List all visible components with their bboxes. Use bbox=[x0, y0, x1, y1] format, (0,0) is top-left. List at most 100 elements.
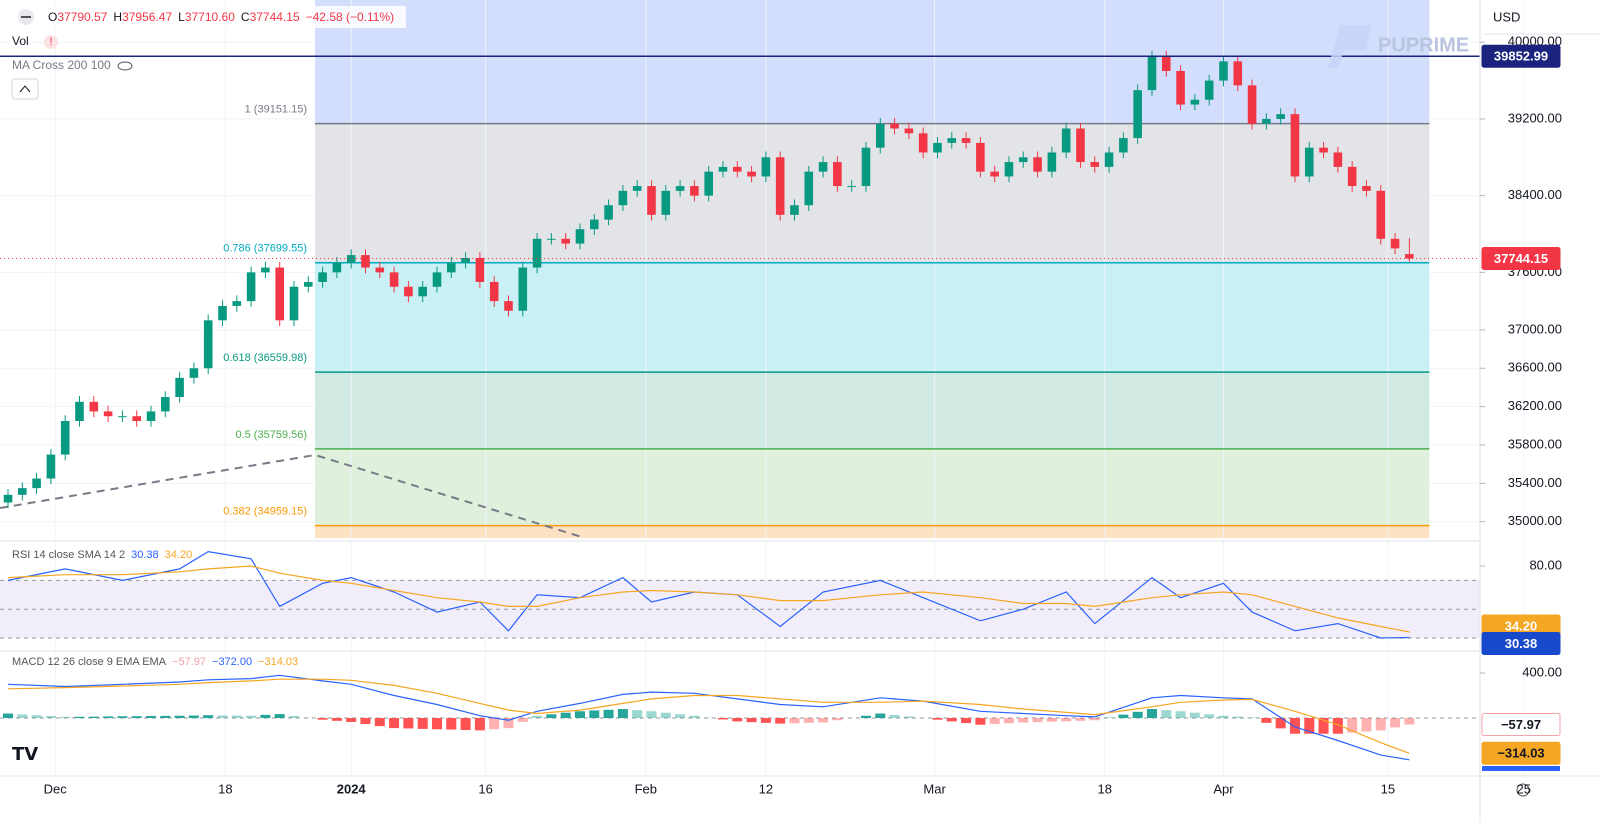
candle-body bbox=[75, 401, 84, 422]
histogram-bar bbox=[646, 711, 657, 718]
histogram-bar bbox=[246, 715, 257, 718]
histogram-bar bbox=[1189, 712, 1200, 718]
y-tick-label: 35800.00 bbox=[1508, 436, 1562, 451]
candle-body bbox=[1147, 56, 1157, 91]
legend-value: 30.38 bbox=[131, 549, 159, 561]
trend-line bbox=[0, 453, 586, 539]
brand-logo bbox=[1328, 25, 1372, 68]
histogram-bar bbox=[1118, 714, 1129, 718]
histogram-bar bbox=[517, 717, 528, 722]
y-tick-label: 35400.00 bbox=[1508, 475, 1562, 490]
legend-value: −372.00 bbox=[212, 656, 252, 668]
tv-logo[interactable]: 𝗧𝗩 bbox=[12, 744, 38, 764]
histogram-bar bbox=[1247, 717, 1258, 718]
x-tick-label: 15 bbox=[1381, 781, 1395, 796]
histogram-bar bbox=[775, 717, 786, 724]
candle-body bbox=[32, 478, 41, 489]
settings-icon[interactable] bbox=[1516, 783, 1530, 797]
histogram-bar bbox=[45, 715, 56, 718]
indicator-line bbox=[7, 674, 1410, 761]
histogram-bar bbox=[617, 709, 628, 718]
histogram-bar bbox=[431, 717, 442, 730]
histogram-bar bbox=[317, 717, 328, 720]
histogram-bar bbox=[1061, 717, 1072, 722]
candle-body bbox=[475, 257, 485, 282]
histogram-bar bbox=[1032, 717, 1043, 723]
candle-body bbox=[60, 421, 70, 455]
histogram-bar bbox=[546, 714, 557, 718]
histogram-bar bbox=[103, 716, 114, 718]
candle-body bbox=[1047, 152, 1057, 172]
histogram-bar bbox=[989, 717, 1000, 724]
histogram-bar bbox=[417, 717, 428, 729]
indicator-line bbox=[7, 565, 1410, 633]
histogram-bar bbox=[203, 715, 214, 718]
y-tick-label: 38400.00 bbox=[1508, 187, 1562, 202]
fib-zone bbox=[315, 123, 1430, 263]
histogram-bar bbox=[1075, 717, 1086, 721]
histogram-bar bbox=[1161, 710, 1172, 718]
fib-zone bbox=[315, 448, 1430, 526]
histogram-bar bbox=[374, 717, 385, 727]
warning-icon[interactable] bbox=[44, 35, 58, 49]
candle-body bbox=[704, 171, 713, 196]
histogram-bar bbox=[231, 715, 242, 718]
candle-body bbox=[575, 229, 585, 244]
candle-body bbox=[318, 272, 327, 282]
warning-mark: ! bbox=[49, 36, 52, 48]
macd-badge-stub bbox=[1482, 766, 1560, 771]
indicator-title: MACD 12 26 close 9 EMA EMA bbox=[12, 656, 167, 668]
hide-icon[interactable] bbox=[117, 61, 133, 71]
candle-body bbox=[146, 411, 156, 422]
histogram-bar bbox=[532, 715, 543, 718]
candle-body bbox=[1233, 61, 1243, 86]
legend-bg bbox=[10, 6, 406, 28]
histogram-bar bbox=[717, 717, 728, 720]
currency[interactable]: USD bbox=[1493, 9, 1520, 24]
candle-body bbox=[304, 281, 313, 287]
fib-zone bbox=[315, 0, 1430, 124]
y-tick-label: 39200.00 bbox=[1508, 110, 1562, 125]
collapse-icon bbox=[21, 16, 31, 18]
ohlc-values: O37790.57 H37956.47 L37710.60 C37744.15 −42.… bbox=[48, 10, 394, 24]
candle-body bbox=[418, 286, 427, 297]
value-badge: 30.38 bbox=[1505, 636, 1538, 651]
histogram-bar bbox=[1375, 717, 1386, 731]
histogram-bar bbox=[274, 714, 285, 718]
histogram-bar bbox=[474, 717, 485, 731]
candle-body bbox=[947, 138, 957, 143]
collapse-indicators[interactable] bbox=[11, 78, 39, 100]
indicator-line bbox=[7, 678, 1410, 754]
value-badge: −314.03 bbox=[1497, 746, 1544, 761]
x-tick-label: 12 bbox=[759, 781, 773, 796]
histogram-bar bbox=[1132, 711, 1143, 718]
candle-body bbox=[375, 267, 385, 273]
histogram-bar bbox=[946, 717, 957, 722]
candle-body bbox=[232, 301, 242, 306]
candle-body bbox=[18, 488, 27, 495]
x-tick-label: Apr bbox=[1213, 781, 1234, 796]
candle-body bbox=[432, 272, 442, 287]
candle-body bbox=[589, 219, 599, 230]
y-tick-label: 35000.00 bbox=[1508, 513, 1562, 528]
histogram-bar bbox=[489, 717, 500, 730]
fib-label: 1 (39151.15) bbox=[245, 104, 307, 116]
candle-body bbox=[647, 186, 656, 215]
candle-body bbox=[1362, 186, 1371, 191]
legend: O37790.57 H37956.47 L37710.60 C37744.15 −42.… bbox=[10, 6, 1600, 797]
candle-body bbox=[661, 190, 671, 215]
histogram-bar bbox=[889, 714, 900, 718]
candle-body bbox=[1033, 157, 1042, 172]
histogram-bar bbox=[875, 713, 886, 718]
histogram-bar bbox=[74, 716, 85, 718]
candle-body bbox=[1390, 238, 1400, 249]
candle-body bbox=[89, 401, 99, 412]
candle-body bbox=[818, 162, 828, 172]
candle-body bbox=[346, 255, 356, 263]
candle-body bbox=[918, 133, 928, 153]
histogram-bar bbox=[503, 717, 514, 729]
candle-body bbox=[261, 267, 270, 273]
fib-zone bbox=[315, 525, 1430, 538]
candle-body bbox=[732, 166, 742, 172]
